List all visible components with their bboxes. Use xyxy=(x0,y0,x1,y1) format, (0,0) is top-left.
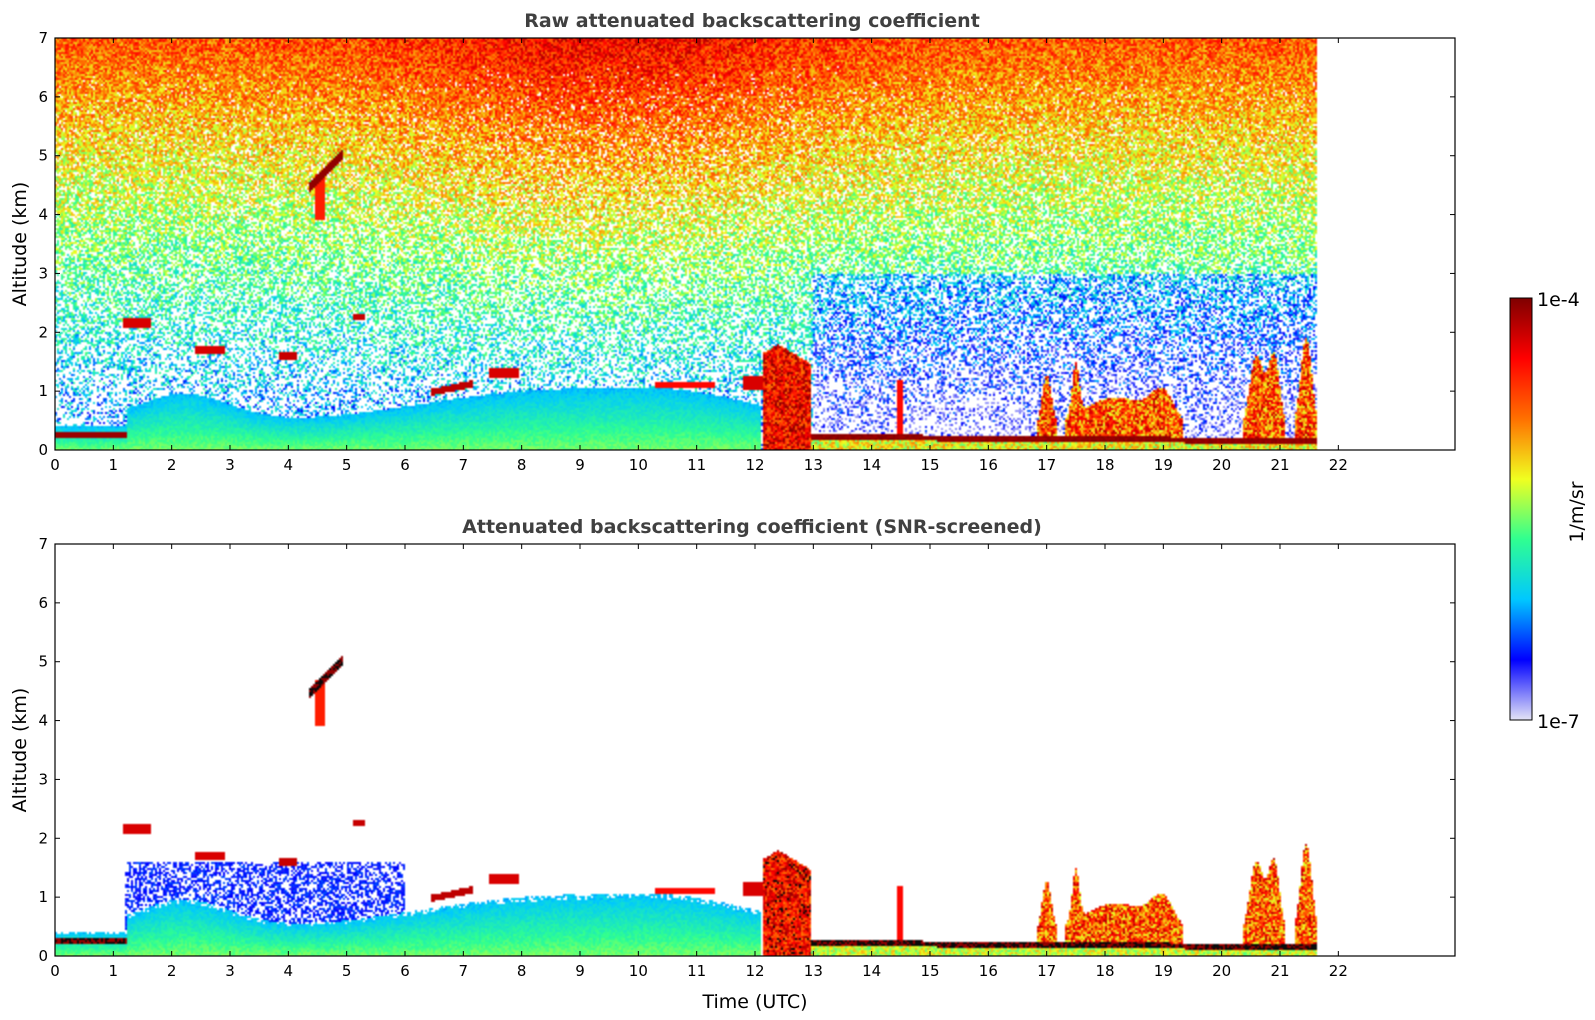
y-tick-label: 2 xyxy=(38,323,48,341)
x-tick-label: 21 xyxy=(1270,456,1289,474)
y-tick-label: 4 xyxy=(38,206,48,224)
y-tick-label: 4 xyxy=(38,712,48,730)
x-tick-label: 10 xyxy=(629,456,648,474)
colorbar-min-label: 1e-7 xyxy=(1537,711,1580,733)
y-tick-label: 6 xyxy=(38,594,48,612)
x-tick-label: 9 xyxy=(575,456,585,474)
x-tick-label: 12 xyxy=(745,962,764,980)
colorbar-gradient xyxy=(1509,297,1533,721)
panel-raw-heatmap xyxy=(55,38,1455,450)
x-tick-label: 8 xyxy=(517,962,527,980)
y-tick-label: 1 xyxy=(38,382,48,400)
panel-raw-image xyxy=(55,38,1455,450)
y-tick-label: 3 xyxy=(38,264,48,282)
x-tick-label: 6 xyxy=(400,962,410,980)
x-tick-label: 5 xyxy=(342,456,352,474)
x-tick-label: 4 xyxy=(284,456,294,474)
y-tick-label: 7 xyxy=(38,535,48,553)
x-tick-label: 17 xyxy=(1037,962,1056,980)
panel-raw: Raw attenuated backscattering coefficien… xyxy=(9,10,1456,474)
y-tick-label: 0 xyxy=(38,441,48,459)
x-tick-label: 15 xyxy=(920,962,939,980)
x-tick-label: 1 xyxy=(109,962,119,980)
x-tick-label: 19 xyxy=(1154,962,1173,980)
panel-screened-image xyxy=(55,544,1455,956)
y-tick-label: 6 xyxy=(38,88,48,106)
panel-screened-xlabel: Time (UTC) xyxy=(701,991,807,1013)
x-tick-label: 1 xyxy=(109,456,119,474)
x-tick-label: 6 xyxy=(400,456,410,474)
x-tick-label: 13 xyxy=(804,962,823,980)
panel-screened: Attenuated backscattering coefficient (S… xyxy=(9,516,1456,1013)
y-tick-label: 5 xyxy=(38,147,48,165)
x-tick-label: 10 xyxy=(629,962,648,980)
panel-raw-ticks: 0 1 2 3 4 5 6 7 8 9 10 11 12 13 14 15 16 17 18 19 20 21 220123… xyxy=(38,29,1455,474)
x-tick-label: 7 xyxy=(459,962,469,980)
x-tick-label: 20 xyxy=(1212,962,1231,980)
x-tick-label: 19 xyxy=(1154,456,1173,474)
y-tick-label: 1 xyxy=(38,888,48,906)
panel-screened-heatmap xyxy=(55,544,1455,956)
y-tick-label: 0 xyxy=(38,947,48,965)
y-tick-label: 5 xyxy=(38,653,48,671)
x-tick-label: 3 xyxy=(225,962,235,980)
panel-screened-ylabel: Altitude (km) xyxy=(9,688,31,813)
panel-screened-title: Attenuated backscattering coefficient (S… xyxy=(462,516,1042,538)
x-tick-label: 9 xyxy=(575,962,585,980)
x-tick-label: 14 xyxy=(862,456,881,474)
x-tick-label: 3 xyxy=(225,456,235,474)
x-tick-label: 7 xyxy=(459,456,469,474)
colorbar-unit-label: 1/m/sr xyxy=(1566,481,1588,542)
x-tick-label: 8 xyxy=(517,456,527,474)
x-tick-label: 22 xyxy=(1329,962,1348,980)
x-tick-label: 11 xyxy=(687,456,706,474)
panel-raw-title: Raw attenuated backscattering coefficien… xyxy=(524,10,980,32)
panel-raw-plot: 0 1 2 3 4 5 6 7 8 9 10 11 12 13 14 15 16 17 18 19 20 21 220123… xyxy=(38,29,1456,474)
panel-raw-ylabel: Altitude (km) xyxy=(9,182,31,307)
x-tick-label: 16 xyxy=(979,962,998,980)
x-tick-label: 13 xyxy=(804,456,823,474)
x-tick-label: 5 xyxy=(342,962,352,980)
x-tick-label: 20 xyxy=(1212,456,1231,474)
x-tick-label: 22 xyxy=(1329,456,1348,474)
x-tick-label: 21 xyxy=(1270,962,1289,980)
panel-screened-ticks: 0 1 2 3 4 5 6 7 8 9 10 11 12 13 14 15 16 17 18 19 20 21 220123… xyxy=(38,535,1455,980)
x-tick-label: 18 xyxy=(1095,456,1114,474)
x-tick-label: 2 xyxy=(167,456,177,474)
x-tick-label: 15 xyxy=(920,456,939,474)
y-tick-label: 2 xyxy=(38,829,48,847)
x-tick-label: 12 xyxy=(745,456,764,474)
x-tick-label: 0 xyxy=(50,962,60,980)
x-tick-label: 17 xyxy=(1037,456,1056,474)
y-tick-label: 3 xyxy=(38,770,48,788)
panel-screened-plot: 0 1 2 3 4 5 6 7 8 9 10 11 12 13 14 15 16 17 18 19 20 21 220123… xyxy=(38,535,1456,980)
colorbar: 1e-4 1e-7 1/m/sr xyxy=(1509,289,1588,733)
x-tick-label: 14 xyxy=(862,962,881,980)
x-tick-label: 16 xyxy=(979,456,998,474)
x-tick-label: 11 xyxy=(687,962,706,980)
x-tick-label: 18 xyxy=(1095,962,1114,980)
colorbar-max-label: 1e-4 xyxy=(1537,289,1580,311)
x-tick-label: 0 xyxy=(50,456,60,474)
x-tick-label: 2 xyxy=(167,962,177,980)
x-tick-label: 4 xyxy=(284,962,294,980)
y-tick-label: 7 xyxy=(38,29,48,47)
